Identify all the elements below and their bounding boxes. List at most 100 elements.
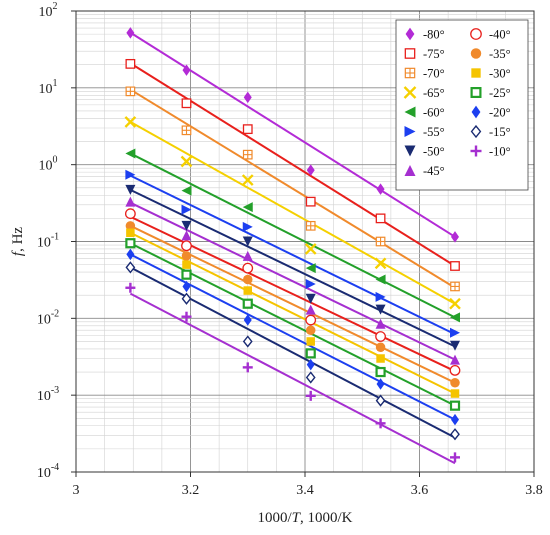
legend-label: -60° bbox=[423, 106, 445, 120]
series-markers bbox=[126, 228, 460, 398]
series-markers bbox=[125, 261, 460, 441]
marker bbox=[375, 318, 386, 329]
marker bbox=[180, 155, 193, 168]
marker bbox=[181, 292, 192, 305]
x-axis-title-part: T bbox=[292, 510, 302, 526]
marker bbox=[243, 314, 252, 326]
marker bbox=[182, 280, 191, 293]
marker bbox=[375, 366, 386, 378]
legend-item: -20° bbox=[471, 105, 511, 120]
marker bbox=[376, 183, 385, 195]
marker bbox=[403, 86, 417, 99]
legend-label: -35° bbox=[489, 47, 511, 61]
marker bbox=[305, 196, 316, 207]
marker bbox=[241, 174, 254, 186]
marker bbox=[243, 91, 252, 104]
marker bbox=[450, 231, 459, 243]
marker bbox=[470, 124, 482, 139]
fit-line bbox=[129, 174, 456, 336]
marker bbox=[125, 148, 136, 159]
marker bbox=[471, 105, 481, 119]
y-tick-label: 100 bbox=[39, 155, 58, 174]
x-tick-label: 3 bbox=[73, 483, 80, 498]
marker bbox=[450, 413, 459, 426]
marker bbox=[181, 251, 192, 261]
legend-label: -75° bbox=[423, 47, 445, 61]
marker bbox=[374, 257, 387, 270]
marker bbox=[181, 185, 192, 196]
legend: -80° -75° -70° -65° -60° -55° -50° -45° -40° -35°… bbox=[395, 19, 529, 191]
marker bbox=[450, 378, 460, 388]
marker bbox=[375, 331, 386, 342]
data-markers bbox=[124, 27, 461, 463]
marker bbox=[449, 327, 460, 338]
marker bbox=[375, 304, 386, 315]
marker bbox=[242, 236, 253, 247]
marker bbox=[181, 220, 192, 231]
legend-label: -80° bbox=[423, 28, 445, 42]
marker bbox=[470, 48, 482, 59]
marker bbox=[125, 184, 136, 195]
marker bbox=[242, 335, 253, 348]
x-axis-title-part: 1000/ bbox=[257, 510, 292, 526]
legend-item: -65° bbox=[403, 86, 445, 100]
series-markers bbox=[125, 221, 460, 388]
marker bbox=[376, 378, 385, 390]
marker bbox=[375, 394, 386, 407]
marker bbox=[181, 98, 192, 109]
marker bbox=[243, 286, 252, 295]
series-markers bbox=[125, 184, 460, 351]
marker bbox=[449, 340, 460, 351]
marker bbox=[375, 213, 386, 224]
marker bbox=[304, 243, 317, 255]
series-markers bbox=[125, 238, 461, 411]
marker bbox=[376, 354, 385, 363]
legend-label: -15° bbox=[489, 125, 511, 139]
fit-line bbox=[129, 292, 456, 465]
series-markers bbox=[126, 248, 459, 426]
series-markers bbox=[125, 58, 460, 271]
legend-item: -30° bbox=[471, 67, 511, 81]
series-markers bbox=[125, 196, 460, 365]
marker bbox=[305, 314, 317, 326]
marker bbox=[242, 262, 254, 274]
legend-item: -10° bbox=[470, 145, 511, 159]
marker bbox=[305, 278, 316, 289]
marker bbox=[242, 221, 253, 232]
y-axis-title-part: , Hz bbox=[10, 227, 26, 252]
marker bbox=[449, 354, 460, 365]
legend-box bbox=[395, 19, 529, 191]
fit-line bbox=[129, 253, 456, 421]
marker bbox=[470, 28, 482, 40]
marker bbox=[306, 337, 315, 346]
fit-line bbox=[129, 31, 456, 238]
y-axis-title: f, Hz bbox=[10, 227, 26, 257]
marker bbox=[242, 202, 253, 213]
marker bbox=[124, 116, 137, 128]
legend-item: -60° bbox=[404, 106, 445, 120]
x-tick-label: 3.8 bbox=[525, 483, 543, 498]
legend-label: -55° bbox=[423, 125, 445, 139]
series-markers bbox=[125, 86, 460, 292]
marker bbox=[243, 274, 253, 285]
marker bbox=[449, 297, 461, 310]
legend-item: -75° bbox=[404, 47, 445, 61]
marker bbox=[125, 238, 136, 249]
marker bbox=[242, 124, 253, 135]
marker bbox=[404, 145, 416, 157]
marker bbox=[404, 165, 416, 176]
marker bbox=[182, 260, 191, 269]
legend-label: -20° bbox=[489, 106, 511, 120]
legend-label: -40° bbox=[489, 28, 511, 42]
marker bbox=[305, 371, 316, 384]
marker bbox=[306, 358, 315, 371]
marker bbox=[449, 365, 461, 376]
marker bbox=[450, 261, 460, 271]
x-axis-title-part: , 1000/K bbox=[300, 510, 353, 526]
marker bbox=[404, 126, 416, 137]
legend-label: -25° bbox=[489, 86, 511, 100]
marker bbox=[305, 293, 316, 304]
legend-label: -45° bbox=[423, 164, 445, 178]
marker bbox=[305, 348, 316, 359]
